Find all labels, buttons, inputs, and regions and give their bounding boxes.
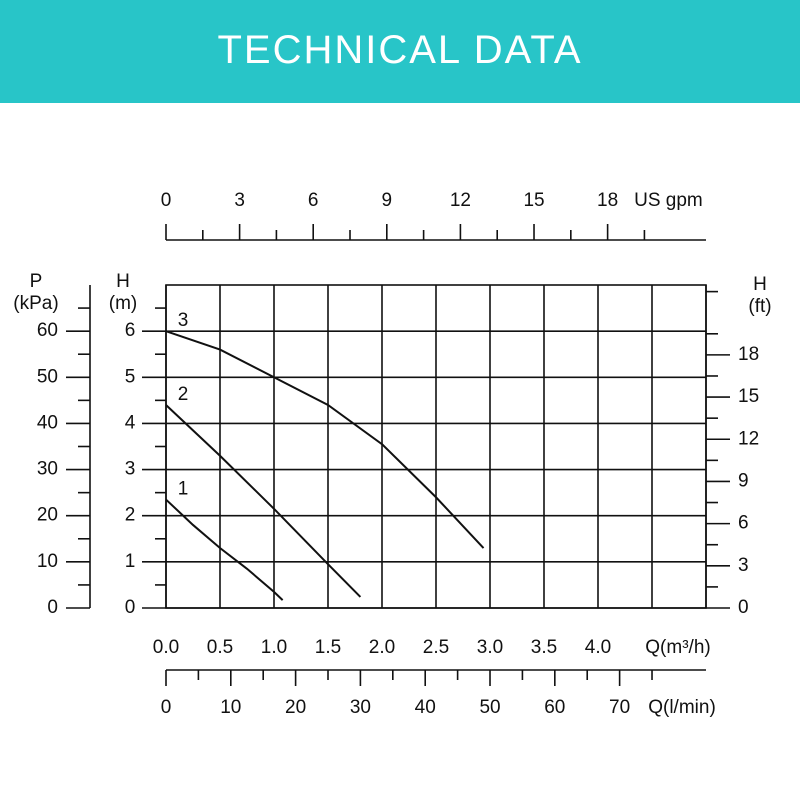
tick-label: 40 xyxy=(415,697,436,718)
tick-label: 12 xyxy=(450,190,471,211)
tick-label: 0 xyxy=(161,190,172,211)
tick-label: 70 xyxy=(609,697,630,718)
tick-label: 0 xyxy=(738,597,749,618)
tick-label: 40 xyxy=(37,412,58,433)
tick-label: 18 xyxy=(597,190,618,211)
x-axis-label: Q(m³/h) xyxy=(645,637,710,658)
x-tick-label: 4.0 xyxy=(585,637,611,658)
tick-label: 30 xyxy=(350,697,371,718)
tick-label: 20 xyxy=(285,697,306,718)
tick-label: 18 xyxy=(738,344,759,365)
y-tick-label: 5 xyxy=(125,366,136,387)
tick-label: 50 xyxy=(37,366,58,387)
axis-label: (kPa) xyxy=(13,293,58,314)
y-tick-label: 3 xyxy=(125,459,136,480)
tick-label: 6 xyxy=(308,190,319,211)
curve-label: 3 xyxy=(178,310,189,331)
tick-label: 30 xyxy=(37,459,58,480)
axis-label: US gpm xyxy=(634,190,703,211)
x-tick-label: 3.0 xyxy=(477,637,503,658)
tick-label: 0 xyxy=(161,697,172,718)
curve xyxy=(165,498,284,601)
curve xyxy=(165,330,485,549)
axis-label: (ft) xyxy=(748,296,771,317)
tick-label: 15 xyxy=(738,386,759,407)
tick-label: 0 xyxy=(47,597,58,618)
x-tick-label: 1.0 xyxy=(261,637,287,658)
x-tick-label: 0.5 xyxy=(207,637,233,658)
x-tick-label: 3.5 xyxy=(531,637,557,658)
tick-label: 6 xyxy=(738,513,749,534)
y-axis-label: (m) xyxy=(109,293,137,314)
curve xyxy=(165,404,362,598)
tick-label: 9 xyxy=(382,190,393,211)
y-tick-label: 2 xyxy=(125,505,136,526)
axis-label: P xyxy=(30,271,43,292)
y-axis-label: H xyxy=(116,271,130,292)
x-tick-label: 1.5 xyxy=(315,637,341,658)
tick-label: 9 xyxy=(738,470,749,491)
x-tick-label: 0.0 xyxy=(153,637,179,658)
tick-label: 15 xyxy=(523,190,544,211)
header-title: TECHNICAL DATA xyxy=(0,0,800,103)
x-tick-label: 2.5 xyxy=(423,637,449,658)
tick-label: 12 xyxy=(738,428,759,449)
y-tick-label: 4 xyxy=(125,412,136,433)
tick-label: 60 xyxy=(544,697,565,718)
y-tick-label: 1 xyxy=(125,551,136,572)
tick-label: 3 xyxy=(234,190,245,211)
tick-label: 20 xyxy=(37,505,58,526)
curve-label: 2 xyxy=(178,384,189,405)
tick-label: 3 xyxy=(738,555,749,576)
y-tick-label: 6 xyxy=(125,320,136,341)
tick-label: 10 xyxy=(220,697,241,718)
tick-label: 10 xyxy=(37,551,58,572)
tick-label: 50 xyxy=(479,697,500,718)
curve-label: 1 xyxy=(178,479,189,500)
x-tick-label: 2.0 xyxy=(369,637,395,658)
tick-label: 60 xyxy=(37,320,58,341)
y-tick-label: 0 xyxy=(125,597,136,618)
axis-label: H xyxy=(753,274,767,295)
axis-label: Q(l/min) xyxy=(648,697,716,718)
